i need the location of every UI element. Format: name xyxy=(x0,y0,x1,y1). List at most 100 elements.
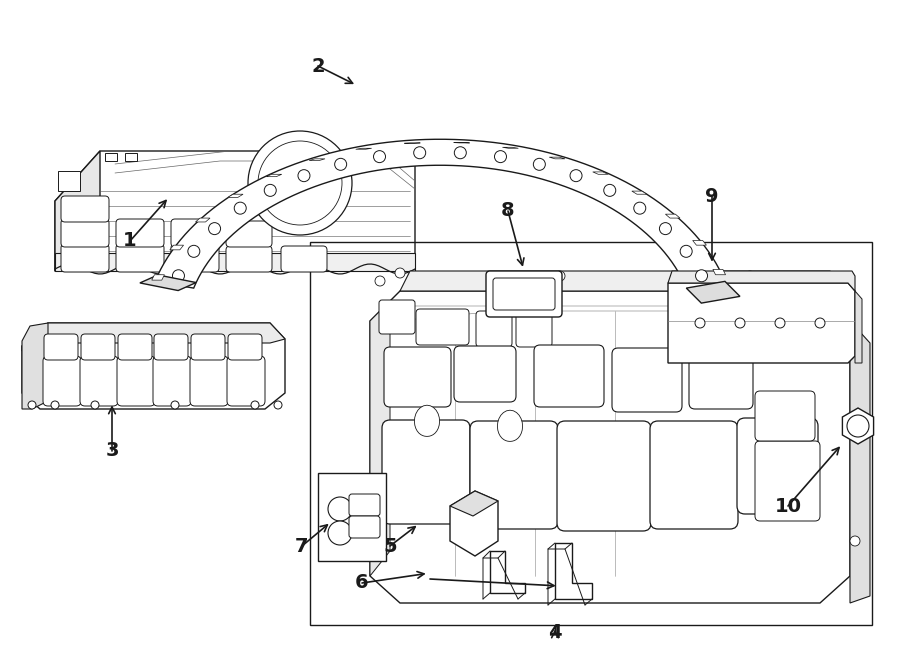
Circle shape xyxy=(847,415,869,437)
FancyBboxPatch shape xyxy=(171,219,219,247)
Polygon shape xyxy=(450,491,498,556)
Polygon shape xyxy=(370,291,850,603)
Circle shape xyxy=(494,151,507,163)
Circle shape xyxy=(335,159,346,171)
Circle shape xyxy=(815,318,825,328)
FancyBboxPatch shape xyxy=(476,311,512,347)
Polygon shape xyxy=(58,171,80,191)
Polygon shape xyxy=(195,218,210,222)
FancyBboxPatch shape xyxy=(61,196,109,222)
Polygon shape xyxy=(850,321,870,603)
FancyBboxPatch shape xyxy=(612,348,682,412)
Text: 2: 2 xyxy=(311,56,325,75)
Text: 9: 9 xyxy=(706,186,719,206)
FancyBboxPatch shape xyxy=(689,347,753,409)
FancyBboxPatch shape xyxy=(737,418,818,514)
FancyBboxPatch shape xyxy=(384,347,451,407)
Circle shape xyxy=(234,202,247,214)
Polygon shape xyxy=(155,139,724,288)
Polygon shape xyxy=(22,323,48,409)
Text: 10: 10 xyxy=(775,496,802,516)
FancyBboxPatch shape xyxy=(171,244,219,272)
Circle shape xyxy=(188,245,200,257)
Polygon shape xyxy=(632,191,647,194)
Polygon shape xyxy=(152,275,165,280)
Circle shape xyxy=(660,223,671,235)
Circle shape xyxy=(328,497,352,521)
Text: 8: 8 xyxy=(501,202,515,221)
Polygon shape xyxy=(665,214,680,218)
Circle shape xyxy=(251,401,259,409)
Circle shape xyxy=(735,318,745,328)
Polygon shape xyxy=(593,172,608,175)
Text: 7: 7 xyxy=(295,537,309,555)
FancyBboxPatch shape xyxy=(534,345,604,407)
FancyBboxPatch shape xyxy=(349,516,380,538)
Circle shape xyxy=(634,202,646,214)
FancyBboxPatch shape xyxy=(557,421,651,531)
Circle shape xyxy=(28,401,36,409)
FancyBboxPatch shape xyxy=(416,309,469,345)
FancyBboxPatch shape xyxy=(61,219,109,247)
FancyBboxPatch shape xyxy=(191,334,225,360)
Polygon shape xyxy=(502,147,518,148)
Polygon shape xyxy=(490,551,525,593)
Polygon shape xyxy=(55,253,415,271)
Text: 1: 1 xyxy=(123,231,137,251)
Polygon shape xyxy=(555,543,592,599)
Text: 3: 3 xyxy=(105,442,119,461)
Circle shape xyxy=(328,521,352,545)
Circle shape xyxy=(454,147,466,159)
FancyBboxPatch shape xyxy=(755,391,815,441)
Polygon shape xyxy=(370,301,390,576)
FancyBboxPatch shape xyxy=(81,334,115,360)
Circle shape xyxy=(173,270,184,282)
Circle shape xyxy=(298,170,310,182)
FancyBboxPatch shape xyxy=(80,356,118,406)
Polygon shape xyxy=(668,283,855,363)
Polygon shape xyxy=(498,410,523,442)
Bar xyxy=(125,153,137,161)
Circle shape xyxy=(375,276,385,286)
Circle shape xyxy=(570,170,582,182)
Circle shape xyxy=(555,271,565,281)
Polygon shape xyxy=(842,408,874,444)
FancyBboxPatch shape xyxy=(755,441,820,521)
Circle shape xyxy=(745,271,755,281)
Text: 4: 4 xyxy=(548,623,562,642)
Circle shape xyxy=(850,326,860,336)
Polygon shape xyxy=(22,323,285,409)
Polygon shape xyxy=(400,271,850,321)
FancyBboxPatch shape xyxy=(227,356,265,406)
FancyBboxPatch shape xyxy=(650,421,738,529)
Circle shape xyxy=(265,184,276,196)
FancyBboxPatch shape xyxy=(470,421,558,529)
Bar xyxy=(105,153,117,161)
FancyBboxPatch shape xyxy=(349,494,380,516)
Polygon shape xyxy=(693,241,706,245)
FancyBboxPatch shape xyxy=(44,334,78,360)
FancyBboxPatch shape xyxy=(226,221,272,247)
Circle shape xyxy=(695,318,705,328)
FancyBboxPatch shape xyxy=(117,356,155,406)
Circle shape xyxy=(850,536,860,546)
Circle shape xyxy=(395,268,405,278)
Circle shape xyxy=(209,223,220,235)
Bar xyxy=(318,473,386,561)
Polygon shape xyxy=(228,194,243,198)
FancyBboxPatch shape xyxy=(61,244,109,272)
Polygon shape xyxy=(687,282,740,303)
Circle shape xyxy=(696,270,707,282)
FancyBboxPatch shape xyxy=(43,356,81,406)
FancyBboxPatch shape xyxy=(118,334,152,360)
FancyBboxPatch shape xyxy=(228,334,262,360)
Polygon shape xyxy=(414,405,439,436)
FancyBboxPatch shape xyxy=(493,278,555,310)
Circle shape xyxy=(835,281,845,291)
Circle shape xyxy=(51,401,59,409)
Circle shape xyxy=(534,159,545,171)
Circle shape xyxy=(91,401,99,409)
Polygon shape xyxy=(22,323,285,351)
Polygon shape xyxy=(140,275,196,291)
Polygon shape xyxy=(55,151,415,271)
